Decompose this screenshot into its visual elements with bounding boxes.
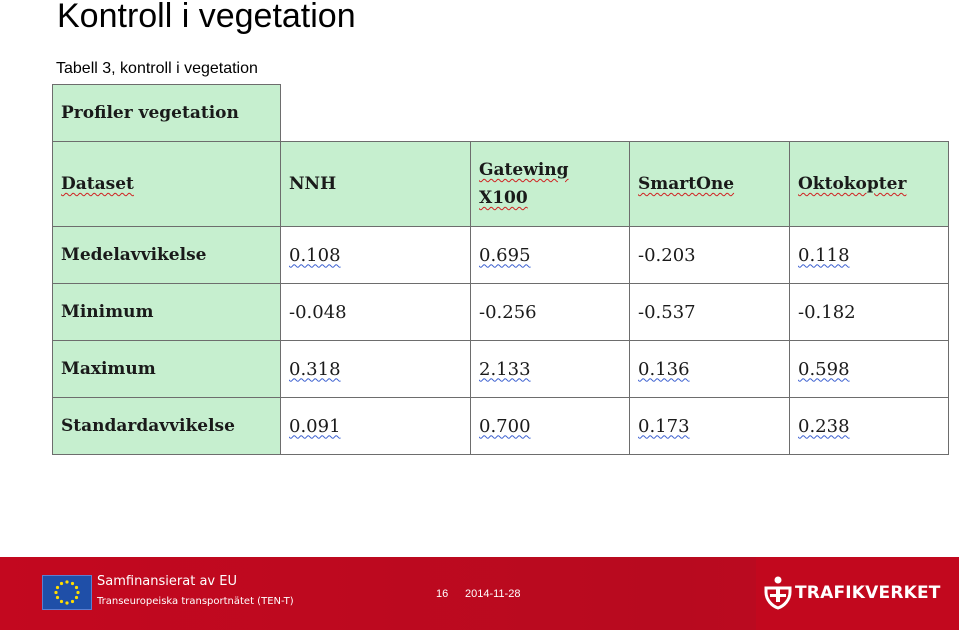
cell-value: -0.256 xyxy=(479,301,537,323)
header-dataset: Dataset xyxy=(61,174,134,194)
row-label: Medelavvikelse xyxy=(61,245,207,265)
cell-value: 0.108 xyxy=(289,244,341,266)
value-cell: 0.598 xyxy=(789,340,949,398)
table-title-row: Profiler vegetation xyxy=(52,84,949,142)
trafikverket-brand: TRAFIKVERKET xyxy=(795,583,941,603)
header-nnh: NNH xyxy=(289,174,337,194)
empty-cell xyxy=(280,84,949,142)
cell-value: -0.203 xyxy=(638,244,696,266)
slide-date: 2014-11-28 xyxy=(465,588,521,600)
cell-value: -0.048 xyxy=(289,301,347,323)
row-label-cell: Minimum xyxy=(52,283,281,341)
header-gatewing: Gatewing X100 xyxy=(479,160,569,208)
cell-value: 0.238 xyxy=(798,415,850,437)
cell-value: 0.173 xyxy=(638,415,690,437)
trafikverket-logo-icon xyxy=(762,574,794,610)
value-cell: -0.048 xyxy=(280,283,471,341)
value-cell: 0.238 xyxy=(789,397,949,455)
table-title: Profiler vegetation xyxy=(61,103,239,123)
value-cell: -0.182 xyxy=(789,283,949,341)
table-row: Minimum -0.048 -0.256 -0.537 -0.182 xyxy=(52,283,949,341)
cell-value: 0.695 xyxy=(479,244,531,266)
cell-value: 2.133 xyxy=(479,358,531,380)
header-cell: Dataset xyxy=(52,141,281,227)
vegetation-table: Profiler vegetation Dataset NNH Gatewing… xyxy=(52,84,949,455)
eu-flag-icon xyxy=(42,575,92,610)
header-oktokopter: Oktokopter xyxy=(798,174,907,194)
cell-value: 0.091 xyxy=(289,415,341,437)
value-cell: -0.203 xyxy=(629,226,790,284)
row-label-cell: Maximum xyxy=(52,340,281,398)
header-cell: Oktokopter xyxy=(789,141,949,227)
row-label: Minimum xyxy=(61,302,154,322)
value-cell: 0.695 xyxy=(470,226,630,284)
value-cell: 0.173 xyxy=(629,397,790,455)
row-label-cell: Medelavvikelse xyxy=(52,226,281,284)
cell-value: -0.182 xyxy=(798,301,856,323)
cell-value: 0.598 xyxy=(798,358,850,380)
value-cell: 0.108 xyxy=(280,226,471,284)
footer-bar: Samfinansierat av EU Transeuropeiska tra… xyxy=(0,557,959,630)
cell-value: 0.700 xyxy=(479,415,531,437)
value-cell: 0.136 xyxy=(629,340,790,398)
table-row: Maximum 0.318 2.133 0.136 0.598 xyxy=(52,340,949,398)
row-label-cell: Standardavvikelse xyxy=(52,397,281,455)
header-smartone: SmartOne xyxy=(638,174,735,194)
table-row: Medelavvikelse 0.108 0.695 -0.203 0.118 xyxy=(52,226,949,284)
cell-value: 0.118 xyxy=(798,244,850,266)
row-label: Standardavvikelse xyxy=(61,416,235,436)
table-title-cell: Profiler vegetation xyxy=(52,84,281,142)
slide-title: Kontroll i vegetation xyxy=(57,0,356,35)
header-cell: SmartOne xyxy=(629,141,790,227)
cell-value: 0.318 xyxy=(289,358,341,380)
value-cell: 0.118 xyxy=(789,226,949,284)
eu-funding-label: Samfinansierat av EU xyxy=(97,574,237,589)
table-caption: Tabell 3, kontroll i vegetation xyxy=(56,60,258,77)
table-row: Standardavvikelse 0.091 0.700 0.173 0.23… xyxy=(52,397,949,455)
eu-network-label: Transeuropeiska transportnätet (TEN-T) xyxy=(97,596,294,607)
value-cell: -0.256 xyxy=(470,283,630,341)
header-cell: NNH xyxy=(280,141,471,227)
row-label: Maximum xyxy=(61,359,156,379)
header-cell: Gatewing X100 xyxy=(470,141,630,227)
value-cell: 0.700 xyxy=(470,397,630,455)
table-header-row: Dataset NNH Gatewing X100 SmartOne Oktok… xyxy=(52,141,949,227)
cell-value: -0.537 xyxy=(638,301,696,323)
value-cell: 2.133 xyxy=(470,340,630,398)
value-cell: -0.537 xyxy=(629,283,790,341)
value-cell: 0.318 xyxy=(280,340,471,398)
cell-value: 0.136 xyxy=(638,358,690,380)
value-cell: 0.091 xyxy=(280,397,471,455)
page-number: 16 xyxy=(436,588,449,600)
